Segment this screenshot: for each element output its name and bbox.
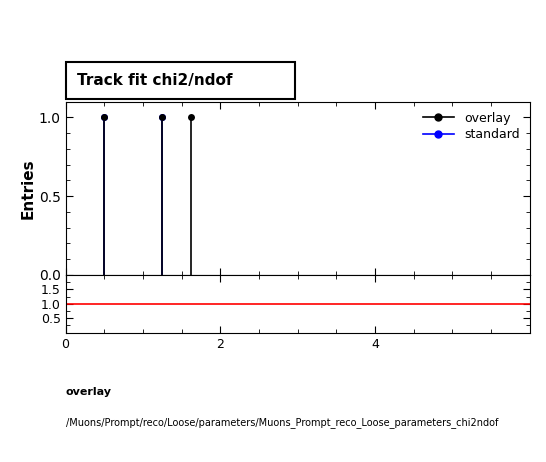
Text: overlay: overlay [66, 387, 111, 397]
Text: Track fit chi2/ndof: Track fit chi2/ndof [77, 73, 233, 88]
Text: /Muons/Prompt/reco/Loose/parameters/Muons_Prompt_reco_Loose_parameters_chi2ndof: /Muons/Prompt/reco/Loose/parameters/Muon… [66, 417, 498, 428]
Y-axis label: Entries: Entries [21, 158, 36, 219]
Legend: overlay, standard: overlay, standard [419, 108, 524, 145]
